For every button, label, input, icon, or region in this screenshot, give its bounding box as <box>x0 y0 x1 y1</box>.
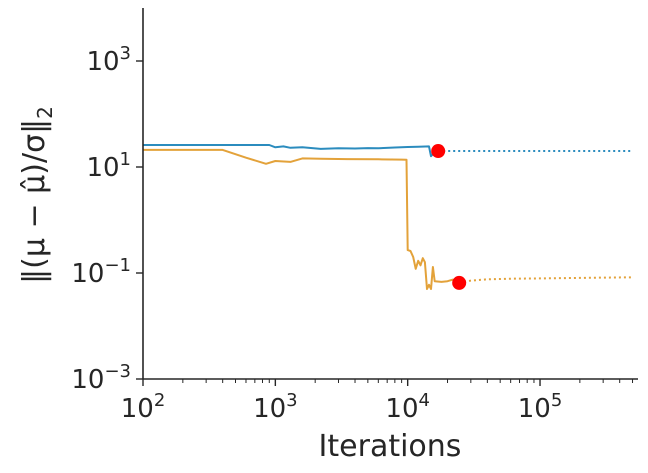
y-tick-label: 101 <box>86 149 131 183</box>
y-tick-label-exponent: 3 <box>120 43 131 64</box>
y-tick-label: 10−1 <box>71 255 131 289</box>
x-tick-label: 104 <box>385 390 430 424</box>
x-tick-label: 103 <box>253 390 298 424</box>
x-tick-label-exponent: 3 <box>286 390 297 411</box>
series-1-marker <box>431 144 446 159</box>
x-tick-label-exponent: 4 <box>419 390 430 411</box>
y-tick-label: 103 <box>86 43 131 77</box>
x-ticks: 102 103 104 105 <box>121 379 634 424</box>
x-tick-label-exponent: 5 <box>551 390 562 411</box>
x-tick-label: 102 <box>121 390 166 424</box>
y-tick-label-exponent: −1 <box>104 255 131 276</box>
series-2-marker <box>452 275 467 290</box>
plot-area <box>143 144 633 290</box>
y-axis-label: ‖(μ − μ̂)/σ‖2 <box>17 106 57 284</box>
y-tick-label: 10−3 <box>71 361 131 395</box>
y-axis-label-subscript: 2 <box>33 106 57 119</box>
x-tick-label-base: 10 <box>121 394 154 424</box>
x-axis-label: Iterations <box>319 429 462 464</box>
x-tick-label-base: 10 <box>253 394 286 424</box>
y-tick-label-exponent: −3 <box>104 361 131 382</box>
x-tick-label-base: 10 <box>385 394 418 424</box>
series-1-line <box>143 144 439 158</box>
series-2-dotted-line <box>459 276 633 284</box>
x-tick-label-base: 10 <box>518 394 551 424</box>
y-tick-label-exponent: 1 <box>120 149 131 170</box>
y-tick-label-base: 10 <box>86 153 119 183</box>
y-tick-label-base: 10 <box>71 365 104 395</box>
series-2-line <box>143 148 460 290</box>
y-tick-label-base: 10 <box>86 47 119 77</box>
y-axis-label-main: ‖(μ − μ̂)/σ‖ <box>17 119 52 284</box>
x-tick-label: 105 <box>518 390 563 424</box>
y-tick-label-base: 10 <box>71 259 104 289</box>
x-tick-label-exponent: 2 <box>154 390 165 411</box>
